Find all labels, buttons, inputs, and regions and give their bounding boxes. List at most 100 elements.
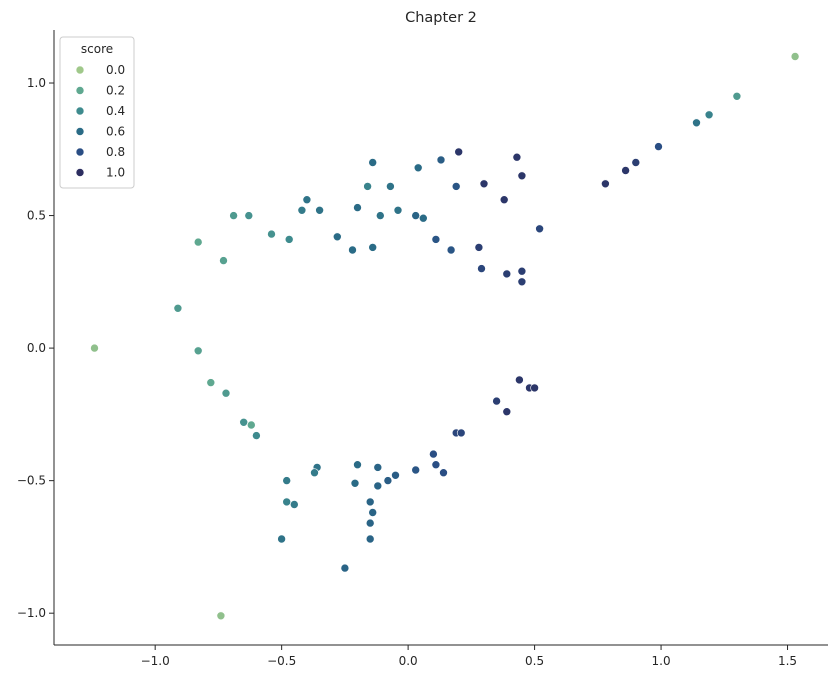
points-layer xyxy=(90,52,800,621)
data-point xyxy=(436,155,446,165)
data-point xyxy=(492,396,501,406)
legend-marker xyxy=(75,106,85,116)
legend-label: 1.0 xyxy=(106,166,125,180)
legend-label: 0.8 xyxy=(106,145,125,159)
data-point xyxy=(451,182,461,191)
data-point xyxy=(391,470,400,480)
data-point xyxy=(474,243,484,252)
data-point xyxy=(383,476,393,485)
data-point xyxy=(252,431,261,440)
legend-label: 0.2 xyxy=(106,84,125,98)
data-point xyxy=(332,232,342,242)
data-point xyxy=(368,243,378,252)
data-point xyxy=(193,237,203,247)
data-point xyxy=(277,534,286,544)
data-point xyxy=(502,407,512,417)
data-point xyxy=(373,481,383,491)
data-point xyxy=(431,235,441,244)
legend-title: score xyxy=(81,42,113,56)
data-point xyxy=(365,497,375,507)
data-point xyxy=(315,206,324,215)
x-tick-label: 0.5 xyxy=(525,654,544,668)
data-point xyxy=(431,460,441,470)
data-point xyxy=(411,211,421,220)
data-point xyxy=(535,224,544,234)
data-point xyxy=(239,417,248,427)
data-point xyxy=(216,611,226,621)
data-point xyxy=(439,468,448,478)
data-point xyxy=(353,460,362,470)
data-point xyxy=(173,303,183,313)
data-point xyxy=(429,449,438,459)
x-tick-label: 0.0 xyxy=(399,654,418,668)
data-point xyxy=(454,147,464,157)
data-point xyxy=(267,229,276,239)
data-point xyxy=(221,388,231,398)
data-point xyxy=(350,478,360,488)
data-point xyxy=(517,277,527,287)
data-point xyxy=(373,463,383,472)
x-tick-label: −1.0 xyxy=(141,654,170,668)
y-tick-label: 0.5 xyxy=(27,209,46,223)
legend-label: 0.4 xyxy=(106,104,125,118)
data-point xyxy=(348,245,357,255)
data-point xyxy=(477,264,486,273)
legend-marker xyxy=(75,127,85,136)
data-point xyxy=(193,346,203,356)
y-tick-label: 1.0 xyxy=(27,76,46,90)
y-tick-label: 0.0 xyxy=(27,341,46,355)
data-point xyxy=(368,158,378,167)
data-point xyxy=(601,179,610,189)
data-point xyxy=(375,211,385,220)
data-point xyxy=(631,158,641,167)
chart-title: Chapter 2 xyxy=(405,10,477,26)
data-point xyxy=(704,110,714,120)
data-point xyxy=(502,269,512,279)
y-tick-label: −0.5 xyxy=(17,474,46,488)
data-point xyxy=(790,52,800,61)
data-point xyxy=(365,518,375,528)
data-point xyxy=(413,163,423,173)
data-point xyxy=(282,476,292,485)
legend-marker xyxy=(75,86,85,95)
data-point xyxy=(206,378,216,387)
data-point xyxy=(456,428,466,438)
data-point xyxy=(517,171,527,181)
data-point xyxy=(363,182,372,191)
data-point xyxy=(479,179,489,189)
data-point xyxy=(499,195,509,204)
data-point xyxy=(732,92,742,101)
data-point xyxy=(90,343,99,353)
data-point xyxy=(340,563,350,573)
data-point xyxy=(297,206,307,215)
data-point xyxy=(247,420,256,430)
legend-label: 0.6 xyxy=(106,125,125,139)
data-point xyxy=(654,142,663,151)
data-point xyxy=(302,195,312,204)
x-tick-label: 1.5 xyxy=(778,654,797,668)
data-point xyxy=(692,118,701,128)
legend-entries: 0.0 0.2 0.4 0.6 0.8 1.0 xyxy=(75,63,125,180)
data-point xyxy=(411,465,421,475)
data-point xyxy=(515,375,524,385)
data-point xyxy=(310,468,319,478)
legend-marker xyxy=(75,65,85,75)
data-point xyxy=(386,182,395,191)
axes-layer xyxy=(53,30,828,646)
data-point xyxy=(368,508,378,517)
legend-marker xyxy=(75,168,85,177)
x-tick-label: −0.5 xyxy=(267,654,296,668)
data-point xyxy=(446,245,456,255)
legend: score 0.0 0.2 0.4 0.6 0.8 1.0 xyxy=(59,36,135,189)
data-point xyxy=(353,203,362,212)
data-point xyxy=(621,166,630,175)
x-tick-label: 1.0 xyxy=(652,654,671,668)
data-point xyxy=(229,211,238,220)
data-point xyxy=(418,213,428,223)
data-point xyxy=(289,500,299,509)
ticks-layer: −1.0 −0.5 0.0 0.5 1.0 1.5 −1.0 −0.5 0.0 0.5 1.0 xyxy=(17,76,797,668)
data-point xyxy=(244,211,254,220)
data-point xyxy=(530,383,539,393)
data-point xyxy=(517,266,527,276)
